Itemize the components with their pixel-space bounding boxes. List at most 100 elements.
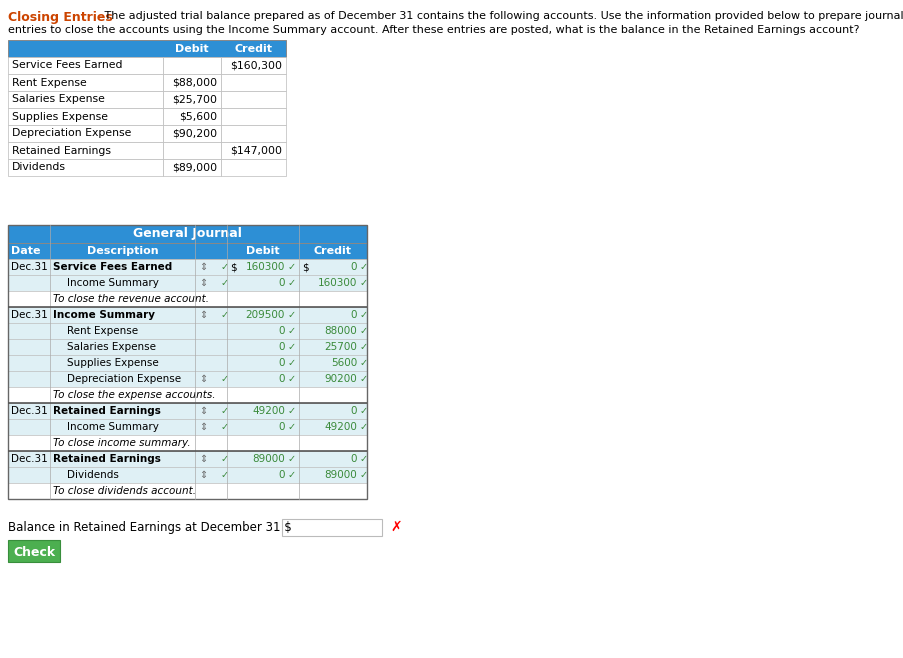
Bar <box>220 91 285 108</box>
Text: Debit: Debit <box>246 246 280 256</box>
Bar <box>8 540 60 562</box>
Text: Depreciation Expense: Depreciation Expense <box>67 374 181 384</box>
Bar <box>8 40 285 57</box>
Bar <box>8 259 367 275</box>
Text: Depreciation Expense: Depreciation Expense <box>12 128 131 138</box>
Text: 0: 0 <box>350 310 357 320</box>
Text: ✓: ✓ <box>220 374 228 384</box>
Text: To close dividends account.: To close dividends account. <box>53 486 196 496</box>
Text: $: $ <box>302 262 308 272</box>
Text: Debit: Debit <box>175 43 209 53</box>
Text: 0: 0 <box>350 454 357 464</box>
Text: ✓: ✓ <box>359 454 368 464</box>
Text: ⇕: ⇕ <box>199 278 207 288</box>
Text: ✓: ✓ <box>359 374 368 384</box>
Bar <box>8 74 163 91</box>
Text: 0: 0 <box>278 374 284 384</box>
Text: 88000: 88000 <box>324 326 357 336</box>
Bar <box>8 467 367 483</box>
Text: Income Summary: Income Summary <box>67 422 159 432</box>
Text: Rent Expense: Rent Expense <box>12 78 87 88</box>
Text: 49200: 49200 <box>252 406 284 416</box>
Bar <box>8 275 367 291</box>
Text: ✓: ✓ <box>220 454 228 464</box>
Text: 0: 0 <box>278 278 284 288</box>
Bar <box>220 159 285 176</box>
Bar <box>8 225 367 243</box>
Text: Salaries Expense: Salaries Expense <box>12 95 105 105</box>
Bar <box>8 419 367 435</box>
Text: 160300: 160300 <box>317 278 357 288</box>
Bar <box>163 91 220 108</box>
Bar <box>8 355 367 371</box>
Text: 0: 0 <box>278 422 284 432</box>
Text: Service Fees Earned: Service Fees Earned <box>53 262 172 272</box>
Text: ✓: ✓ <box>288 454 296 464</box>
Text: Retained Earnings: Retained Earnings <box>12 145 111 155</box>
Bar <box>163 108 220 125</box>
Bar <box>220 142 285 159</box>
Text: Supplies Expense: Supplies Expense <box>67 358 159 368</box>
Text: Income Summary: Income Summary <box>53 310 154 320</box>
Text: ⇕: ⇕ <box>199 406 207 416</box>
Text: ⇕: ⇕ <box>199 454 207 464</box>
Text: 89000: 89000 <box>252 454 284 464</box>
Text: ✓: ✓ <box>220 310 228 320</box>
Text: $160,300: $160,300 <box>229 61 282 70</box>
Text: ✓: ✓ <box>288 358 296 368</box>
Text: Retained Earnings: Retained Earnings <box>53 406 161 416</box>
Text: ⇕: ⇕ <box>199 310 207 320</box>
Text: ✓: ✓ <box>288 326 296 336</box>
Bar <box>220 108 285 125</box>
Bar <box>163 125 220 142</box>
Text: 0: 0 <box>350 262 357 272</box>
Text: 209500: 209500 <box>246 310 284 320</box>
Text: ✓: ✓ <box>359 358 368 368</box>
Bar <box>163 142 220 159</box>
Text: $89,000: $89,000 <box>172 163 217 172</box>
Text: To close the expense accounts.: To close the expense accounts. <box>53 390 215 400</box>
Text: 90200: 90200 <box>324 374 357 384</box>
Text: Retained Earnings: Retained Earnings <box>53 454 161 464</box>
Text: Date: Date <box>11 246 41 256</box>
Text: ⇕: ⇕ <box>199 262 207 272</box>
Text: $: $ <box>229 262 237 272</box>
Text: 25700: 25700 <box>324 342 357 352</box>
Text: 0: 0 <box>278 358 284 368</box>
Text: General Journal: General Journal <box>133 228 242 241</box>
Text: Check: Check <box>13 545 55 559</box>
Text: To close the revenue account.: To close the revenue account. <box>53 294 209 304</box>
Bar <box>8 307 367 323</box>
Text: $88,000: $88,000 <box>172 78 217 88</box>
Bar <box>282 519 382 536</box>
Text: ✓: ✓ <box>220 406 228 416</box>
Bar <box>8 483 367 499</box>
Text: ✓: ✓ <box>359 262 368 272</box>
Bar <box>163 57 220 74</box>
Bar <box>8 451 367 467</box>
Text: Dec.31: Dec.31 <box>11 262 48 272</box>
Text: ✓: ✓ <box>220 470 228 480</box>
Text: 0: 0 <box>350 406 357 416</box>
Bar <box>8 291 367 307</box>
Text: $25,700: $25,700 <box>172 95 217 105</box>
Bar <box>163 74 220 91</box>
Text: 5600: 5600 <box>330 358 357 368</box>
Text: Supplies Expense: Supplies Expense <box>12 111 107 122</box>
Text: ✓: ✓ <box>359 470 368 480</box>
Text: Dec.31: Dec.31 <box>11 454 48 464</box>
Text: 89000: 89000 <box>324 470 357 480</box>
Text: $5,600: $5,600 <box>179 111 217 122</box>
Text: ⇕: ⇕ <box>199 422 207 432</box>
Text: Service Fees Earned: Service Fees Earned <box>12 61 123 70</box>
Text: To close income summary.: To close income summary. <box>53 438 191 448</box>
Text: ✓: ✓ <box>359 278 368 288</box>
Bar <box>8 371 367 387</box>
Text: ✓: ✓ <box>220 278 228 288</box>
Text: Closing Entries: Closing Entries <box>8 11 113 24</box>
Text: ✓: ✓ <box>359 342 368 352</box>
Text: Dec.31: Dec.31 <box>11 406 48 416</box>
Text: ✓: ✓ <box>288 374 296 384</box>
Text: Income Summary: Income Summary <box>67 278 159 288</box>
Text: ✓: ✓ <box>359 310 368 320</box>
